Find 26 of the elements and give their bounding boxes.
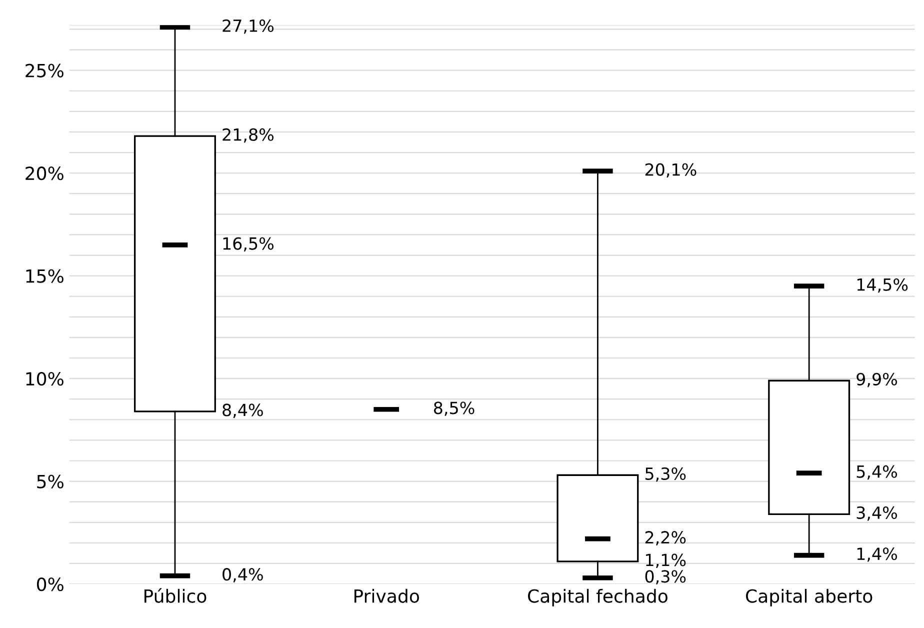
annotation: 27,1% [222, 19, 274, 34]
y-tick-label: 10% [26, 372, 64, 386]
y-tick-label: 20% [26, 166, 64, 180]
annotation: 8,5% [434, 402, 474, 416]
x-tick-label: Capital fechado [528, 588, 668, 606]
x-tick-label: Capital aberto [746, 588, 872, 606]
y-tick-label: 5% [37, 474, 64, 488]
annotation: 1,4% [857, 548, 897, 562]
annotation: 2,2% [645, 531, 686, 546]
annotation: 8,4% [222, 404, 263, 418]
annotation: 5,4% [856, 465, 897, 480]
annotation: 0,3% [645, 570, 686, 584]
annotation: 1,1% [646, 554, 686, 568]
y-tick-label: 25% [26, 64, 64, 78]
annotation: 3,4% [856, 506, 897, 521]
y-tick-label: 15% [26, 269, 64, 283]
annotation: 5,3% [646, 467, 686, 482]
annotation: 21,8% [222, 128, 274, 143]
y-tick-label: 0% [36, 578, 64, 592]
annotation: 0,4% [222, 568, 263, 582]
annotation: 16,5% [223, 237, 274, 252]
x-tick-label: Público [144, 588, 206, 603]
annotation: 14,5% [857, 278, 908, 293]
annotation: 20,1% [645, 163, 696, 178]
annotation: 9,9% [856, 372, 897, 388]
x-tick-label: Privado [354, 588, 419, 603]
